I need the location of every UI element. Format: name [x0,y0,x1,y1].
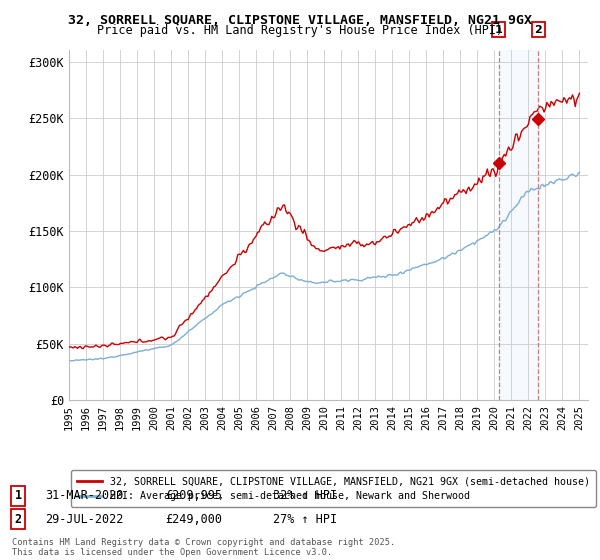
Text: 32% ↑ HPI: 32% ↑ HPI [273,489,337,502]
Text: 2: 2 [14,512,22,526]
Text: 1: 1 [495,25,503,35]
Text: 2: 2 [535,25,542,35]
Legend: 32, SORRELL SQUARE, CLIPSTONE VILLAGE, MANSFIELD, NG21 9GX (semi-detached house): 32, SORRELL SQUARE, CLIPSTONE VILLAGE, M… [71,470,596,507]
Text: Contains HM Land Registry data © Crown copyright and database right 2025.
This d: Contains HM Land Registry data © Crown c… [12,538,395,557]
Text: 29-JUL-2022: 29-JUL-2022 [45,512,124,526]
Text: 1: 1 [14,489,22,502]
Text: 31-MAR-2020: 31-MAR-2020 [45,489,124,502]
Text: £249,000: £249,000 [165,512,222,526]
Bar [499,50,538,400]
Text: 32, SORRELL SQUARE, CLIPSTONE VILLAGE, MANSFIELD, NG21 9GX: 32, SORRELL SQUARE, CLIPSTONE VILLAGE, M… [68,14,532,27]
Text: £209,995: £209,995 [165,489,222,502]
Text: 27% ↑ HPI: 27% ↑ HPI [273,512,337,526]
Text: Price paid vs. HM Land Registry's House Price Index (HPI): Price paid vs. HM Land Registry's House … [97,24,503,36]
